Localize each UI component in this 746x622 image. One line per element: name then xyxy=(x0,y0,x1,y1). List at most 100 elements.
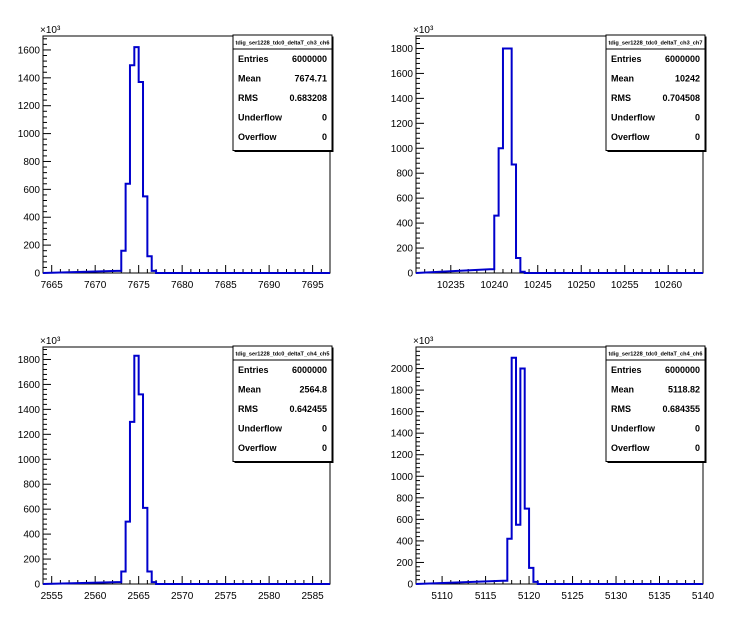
y-tick-label: 0 xyxy=(34,580,40,591)
stats-row-label: Overflow xyxy=(238,443,278,453)
x-tick-label: 5130 xyxy=(605,591,628,602)
stats-row-value: 0 xyxy=(695,424,700,434)
stats-row-label: Entries xyxy=(238,365,269,375)
y-tick-label: 1400 xyxy=(18,73,41,84)
stats-box: tdig_ser1228_tdc0_deltaT_ch4_ch6 Entries 6… xyxy=(605,345,707,463)
x-tick-label: 7685 xyxy=(215,280,238,291)
histogram-bin xyxy=(503,581,507,584)
stats-row-value: 0.704508 xyxy=(662,93,700,103)
histogram-bin xyxy=(139,394,143,584)
y-tick-label: 800 xyxy=(396,169,413,180)
y-tick-label: 1600 xyxy=(18,45,41,56)
y-tick-label: 1400 xyxy=(18,405,41,416)
histogram-bin xyxy=(126,184,130,273)
stats-row-label: RMS xyxy=(611,404,631,414)
stats-row-label: Underflow xyxy=(611,424,656,434)
y-tick-label: 0 xyxy=(34,269,40,280)
histogram-bin xyxy=(152,271,156,273)
x-tick-label: 7665 xyxy=(41,280,64,291)
stats-row-label: RMS xyxy=(238,404,258,414)
histogram-bin xyxy=(507,48,511,273)
histogram-pad-ch3-ch6: 0 200 400 600 800 1000 1200 1400 1600 7665 7670 767… xyxy=(18,25,334,291)
histogram-bin xyxy=(520,369,524,584)
histogram-bin xyxy=(147,256,151,273)
histogram-outline xyxy=(42,354,330,585)
stats-row-value: 6000000 xyxy=(665,365,700,375)
stats-title: tdig_ser1228_tdc0_deltaT_ch4_ch6 xyxy=(609,352,703,358)
x-tick-label: 2555 xyxy=(41,591,64,602)
stats-row-label: Entries xyxy=(238,54,269,64)
y-tick-label: 400 xyxy=(396,536,413,547)
y-tick-label: 2000 xyxy=(391,364,414,375)
stats-row-value: 5118.82 xyxy=(668,385,700,395)
stats-row-value: 0 xyxy=(695,132,700,142)
stats-box: tdig_ser1228_tdc0_deltaT_ch3_ch6 Entries 6… xyxy=(232,34,334,152)
histogram-bin xyxy=(130,422,134,584)
stats-row-value: 6000000 xyxy=(292,365,327,375)
stats-row-label: Underflow xyxy=(238,424,283,434)
stats-box: tdig_ser1228_tdc0_deltaT_ch4_ch5 Entries 6… xyxy=(232,345,334,463)
stats-row-label: RMS xyxy=(238,93,258,103)
y-tick-label: 800 xyxy=(396,493,413,504)
y-tick-label: 1600 xyxy=(391,407,414,418)
y-tick-label: 1800 xyxy=(391,386,414,397)
y-multiplier-label: ×10³ xyxy=(40,336,61,347)
y-tick-label: 400 xyxy=(23,530,40,541)
stats-row-value: 0 xyxy=(322,443,327,453)
x-tick-label: 7695 xyxy=(301,280,324,291)
stats-row-value: 0 xyxy=(695,443,700,453)
x-tick-label: 5110 xyxy=(431,591,453,602)
stats-row-label: Mean xyxy=(238,385,261,395)
histogram-outline xyxy=(42,46,330,274)
histogram-outline xyxy=(415,356,703,585)
y-tick-label: 800 xyxy=(23,480,40,491)
x-tick-label: 2565 xyxy=(128,591,151,602)
y-tick-label: 800 xyxy=(23,157,40,168)
stats-row-value: 0 xyxy=(695,113,700,123)
y-tick-label: 1400 xyxy=(391,94,414,105)
y-tick-label: 200 xyxy=(396,558,413,569)
y-tick-label: 600 xyxy=(23,505,40,516)
y-tick-label: 600 xyxy=(23,185,40,196)
histogram-bin xyxy=(117,582,121,584)
histogram-bin xyxy=(117,271,121,273)
histogram-bin xyxy=(520,272,524,273)
x-tick-label: 10260 xyxy=(654,280,682,291)
stats-row-value: 0.642455 xyxy=(289,404,327,414)
histogram-bin xyxy=(516,258,520,273)
y-tick-label: 1200 xyxy=(391,119,414,130)
histogram-bin xyxy=(490,269,494,273)
stats-row-label: Entries xyxy=(611,54,642,64)
histogram-bin xyxy=(134,356,138,584)
y-tick-label: 200 xyxy=(23,241,40,252)
histogram-bin xyxy=(143,508,147,584)
x-tick-label: 7690 xyxy=(258,280,281,291)
y-tick-label: 1000 xyxy=(391,144,414,155)
stats-row-value: 7674.71 xyxy=(294,74,327,84)
stats-title: tdig_ser1228_tdc0_deltaT_ch3_ch7 xyxy=(609,41,703,47)
histogram-bin xyxy=(525,509,529,584)
histogram-bin xyxy=(130,65,134,273)
x-tick-label: 2570 xyxy=(171,591,194,602)
stats-row-value: 0 xyxy=(322,132,327,142)
y-tick-label: 0 xyxy=(407,269,413,280)
stats-row-label: Overflow xyxy=(611,132,651,142)
y-multiplier-label: ×10³ xyxy=(413,25,434,36)
stats-row-label: Overflow xyxy=(611,443,651,453)
stats-row-value: 0.683208 xyxy=(289,93,327,103)
stats-title: tdig_ser1228_tdc0_deltaT_ch3_ch6 xyxy=(236,41,330,47)
histogram-bin xyxy=(152,582,156,584)
y-tick-label: 1200 xyxy=(391,450,414,461)
histogram-bin xyxy=(503,48,507,273)
histogram-bin xyxy=(121,251,125,273)
x-tick-label: 5125 xyxy=(561,591,584,602)
stats-row-value: 0 xyxy=(322,424,327,434)
x-tick-label: 2560 xyxy=(84,591,107,602)
x-tick-label: 2575 xyxy=(215,591,238,602)
x-tick-label: 2580 xyxy=(258,591,281,602)
y-tick-label: 1000 xyxy=(18,129,41,140)
stats-row-label: Underflow xyxy=(611,113,656,123)
histogram-pad-ch4-ch6: 0 200 400 600 800 1000 1200 1400 1600 1800 2000 511… xyxy=(391,336,715,602)
histogram-bin xyxy=(134,47,138,273)
